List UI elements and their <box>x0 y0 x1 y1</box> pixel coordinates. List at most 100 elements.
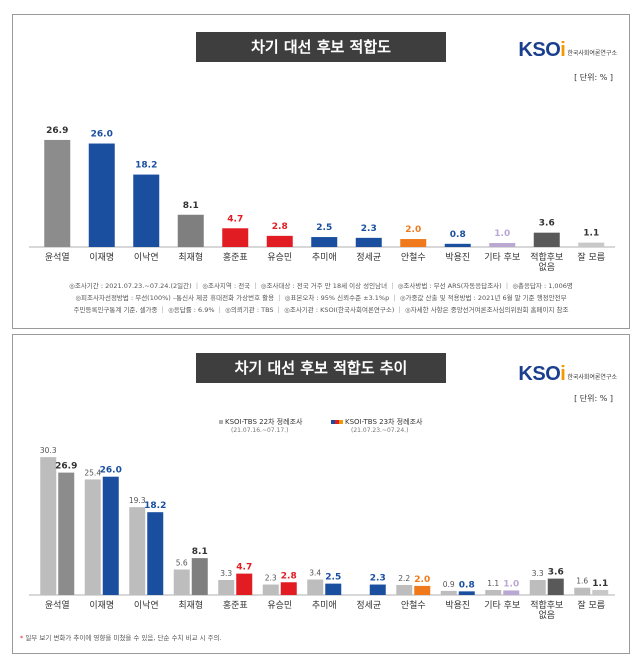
bar <box>88 143 115 247</box>
bar-prev <box>84 479 101 595</box>
data-label-prev: 19.3 <box>129 496 146 505</box>
bar-prev <box>574 587 591 595</box>
data-label-curr: 18.2 <box>144 501 166 511</box>
data-label-curr: 26.0 <box>100 466 122 476</box>
bar-prev <box>485 589 502 595</box>
data-label-prev: 3.4 <box>309 569 321 578</box>
unit-label: [ 단위: % ] <box>574 73 613 82</box>
bar-curr <box>592 589 609 595</box>
category-label: 추미애 <box>312 252 337 263</box>
category-label: 이재명 <box>89 600 114 611</box>
legend-curr-dates: (21.07.23.~07.24.) <box>351 427 409 434</box>
footnote-line: 주민등록인구통계 기준, 셀가중 ｜ ◎응답률 : 6.9% ｜ ◎의뢰기관 :… <box>73 306 569 314</box>
data-label-curr: 3.6 <box>548 568 564 578</box>
bar <box>222 228 249 247</box>
chart-title: 차기 대선 후보 적합도 추이 <box>196 353 446 383</box>
data-label-prev: 5.6 <box>176 559 188 568</box>
legend-swatch-multi <box>331 420 343 424</box>
legend-swatch-gray <box>219 420 223 424</box>
category-label: 정세균 <box>356 600 381 611</box>
category-label: 윤석열 <box>45 252 70 263</box>
category-label: 잘 모름 <box>577 251 605 263</box>
data-label: 4.7 <box>227 214 243 224</box>
bar-curr <box>414 585 431 595</box>
bar-curr <box>58 472 75 595</box>
ksoi-logo: KSOi 한국사회여론연구소 <box>518 364 617 384</box>
data-label: 2.3 <box>361 224 377 234</box>
ksoi-logo: KSOi 한국사회여론연구소 <box>518 40 617 60</box>
category-label: 유승민 <box>267 600 292 611</box>
bar <box>311 237 338 247</box>
legend-prev: KSOI-TBS 22차 정례조사 <box>219 417 302 427</box>
bar <box>177 214 204 247</box>
bar-curr <box>236 573 253 595</box>
category-label: 적합후보 <box>530 599 563 611</box>
bar-curr <box>280 582 297 595</box>
bar-prev <box>440 590 457 595</box>
bar-prev <box>307 579 324 595</box>
category-label: 이재명 <box>89 252 114 263</box>
data-label-prev: 3.3 <box>532 569 544 578</box>
data-label-prev: 1.1 <box>487 579 499 588</box>
bar-curr <box>191 558 208 595</box>
category-label: 홍준표 <box>223 251 248 263</box>
bar-prev <box>218 579 235 595</box>
bar-prev <box>262 584 279 595</box>
data-label-curr: 2.5 <box>325 573 341 583</box>
bar <box>444 243 471 247</box>
poll-panel-trend: 차기 대선 후보 적합도 추이 KSOi 한국사회여론연구소 [ 단위: % ]… <box>12 334 630 654</box>
data-label: 2.0 <box>405 225 421 235</box>
bar-prev <box>40 457 57 595</box>
footnote-line: ◎조사기간 : 2021.07.23.~07.24.(2일간) ｜ ◎조사지역 … <box>69 282 573 290</box>
category-label: 윤석열 <box>45 600 70 611</box>
category-label: 유승민 <box>267 252 292 263</box>
category-label: 최재형 <box>178 600 203 611</box>
data-label: 1.0 <box>494 229 510 239</box>
data-label-prev: 0.9 <box>443 580 455 589</box>
bar-prev <box>529 579 546 595</box>
bar-chart-trend: 30.3 26.9 윤석열 25.426.0 이재명 19.318.2 이낙연 5.6 8.1 최… <box>29 446 615 621</box>
data-label: 2.8 <box>272 222 288 232</box>
data-label: 2.5 <box>316 223 332 233</box>
data-label-prev: 3.3 <box>220 569 232 578</box>
data-label-prev: 2.3 <box>265 574 277 583</box>
category-label: 안철수 <box>401 600 426 611</box>
data-label-prev: 25.4 <box>84 468 101 477</box>
bar-curr <box>547 578 564 595</box>
data-label: 26.9 <box>46 126 68 136</box>
category-label: 홍준표 <box>223 599 248 611</box>
bar <box>266 235 293 247</box>
bar-curr <box>325 583 342 595</box>
logo-mark: KSOi <box>518 363 566 385</box>
survey-footnote: ◎조사기간 : 2021.07.23.~07.24.(2일간) ｜ ◎조사지역 … <box>13 280 629 316</box>
category-label: 정세균 <box>356 252 381 263</box>
bar <box>489 243 516 247</box>
bar-curr <box>147 512 164 595</box>
data-label-curr: 1.1 <box>592 579 608 589</box>
data-label: 26.0 <box>91 130 113 140</box>
bar-curr <box>369 584 386 595</box>
category-label: 최재형 <box>178 252 203 263</box>
data-label: 8.1 <box>183 201 199 211</box>
category-label: 안철수 <box>401 252 426 263</box>
category-label: 기타 후보 <box>484 252 520 263</box>
category-label: 이낙연 <box>134 252 159 263</box>
data-label-curr: 2.8 <box>281 571 297 581</box>
data-label-curr: 2.0 <box>414 575 430 585</box>
category-label: 잘 모름 <box>577 599 605 611</box>
bar-curr <box>102 476 119 595</box>
bar <box>355 237 382 247</box>
category-label: 없음 <box>538 610 555 621</box>
bar <box>400 239 427 247</box>
data-label-curr: 1.0 <box>503 579 519 589</box>
poll-panel-current: 차기 대선 후보 적합도 KSOi 한국사회여론연구소 [ 단위: % ] 26… <box>12 14 630 329</box>
logo-text: 한국사회여론연구소 <box>567 50 617 57</box>
data-label-curr: 2.3 <box>370 574 386 584</box>
bar-prev <box>173 569 190 595</box>
category-label: 박용진 <box>445 252 470 263</box>
bar-curr <box>458 591 475 595</box>
data-label-prev: 2.2 <box>398 574 410 583</box>
data-label-prev: 1.6 <box>576 577 588 586</box>
category-label: 이낙연 <box>134 600 159 611</box>
unit-label: [ 단위: % ] <box>574 394 613 403</box>
